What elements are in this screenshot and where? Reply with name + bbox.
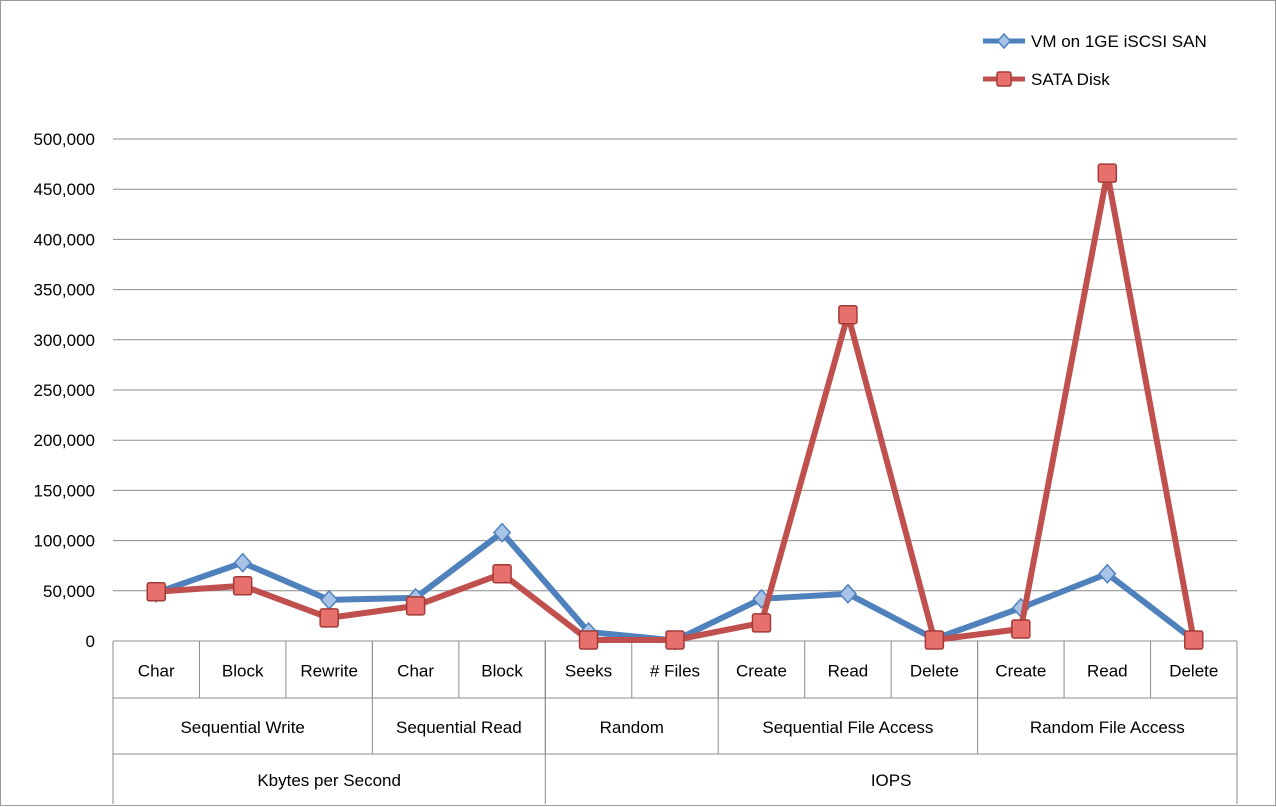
legend-entry: VM on 1GE iSCSI SAN bbox=[983, 32, 1207, 51]
x-tick-label: Create bbox=[995, 662, 1046, 681]
y-tick-label: 100,000 bbox=[34, 532, 95, 551]
x-tick-label: # Files bbox=[650, 662, 700, 681]
y-tick-label: 300,000 bbox=[34, 331, 95, 350]
y-tick-label: 0 bbox=[86, 632, 95, 651]
x-tick-label: Seeks bbox=[565, 662, 612, 681]
data-point bbox=[146, 582, 166, 602]
data-point bbox=[838, 304, 858, 325]
data-point bbox=[405, 596, 426, 616]
data-point bbox=[492, 522, 512, 543]
x-axis-category-table: Sequential Write Sequential Read Random Seq… bbox=[112, 641, 1238, 804]
x-tick-label: Read bbox=[1087, 662, 1128, 681]
data-point bbox=[233, 552, 252, 573]
legend: VM on 1GE iSCSI SAN SATA Disk bbox=[983, 32, 1207, 89]
x-tick-label: Create bbox=[736, 662, 787, 681]
data-point bbox=[1011, 619, 1031, 639]
x-tick-label: Block bbox=[481, 662, 523, 681]
x-tick-label: Block bbox=[222, 662, 264, 681]
legend-label: VM on 1GE iSCSI SAN bbox=[1031, 32, 1207, 51]
x-tick-label: Char bbox=[138, 662, 175, 681]
grid-lines bbox=[113, 138, 1237, 642]
legend-diamond-marker bbox=[996, 32, 1012, 50]
data-point bbox=[1097, 163, 1118, 183]
data-point bbox=[492, 563, 512, 584]
x-tick-label: Read bbox=[828, 662, 869, 681]
category-supergroup-label: IOPS bbox=[871, 771, 912, 790]
series-lines bbox=[146, 163, 1204, 651]
y-tick-label: 150,000 bbox=[34, 481, 95, 500]
x-tick-label: Char bbox=[397, 662, 434, 681]
legend-square-marker bbox=[996, 71, 1012, 87]
category-group-label: Sequential File Access bbox=[762, 718, 933, 737]
data-point bbox=[578, 630, 599, 650]
data-point bbox=[751, 613, 772, 633]
data-point bbox=[232, 576, 253, 596]
data-point bbox=[1098, 563, 1117, 584]
y-tick-label: 250,000 bbox=[34, 381, 95, 400]
series-line bbox=[153, 170, 1197, 643]
data-point bbox=[665, 630, 685, 650]
category-group-label: Sequential Write bbox=[180, 718, 304, 737]
y-tick-label: 350,000 bbox=[34, 281, 95, 300]
category-group-label: Random bbox=[600, 718, 664, 737]
data-point bbox=[1184, 630, 1204, 650]
y-tick-label: 450,000 bbox=[34, 180, 95, 199]
legend-entry: SATA Disk bbox=[983, 70, 1110, 89]
category-group-label: Random File Access bbox=[1030, 718, 1185, 737]
data-point bbox=[320, 589, 339, 610]
data-point bbox=[924, 630, 945, 650]
data-point bbox=[319, 608, 339, 628]
y-tick-label: 200,000 bbox=[34, 431, 95, 450]
x-tick-label: Rewrite bbox=[300, 662, 358, 681]
y-axis-tick-labels: 0 50,000 100,000 150,000 200,000 250,000 300,0… bbox=[34, 130, 95, 651]
x-tick-label: Delete bbox=[910, 662, 959, 681]
series-2 bbox=[146, 163, 1204, 650]
y-tick-label: 50,000 bbox=[43, 582, 95, 601]
y-tick-label: 400,000 bbox=[34, 230, 95, 249]
data-point bbox=[838, 583, 858, 604]
legend-label: SATA Disk bbox=[1031, 70, 1110, 89]
category-group-label: Sequential Read bbox=[396, 718, 522, 737]
x-tick-label: Delete bbox=[1169, 662, 1218, 681]
category-supergroup-label: Kbytes per Second bbox=[257, 771, 401, 790]
y-tick-label: 500,000 bbox=[34, 130, 95, 149]
